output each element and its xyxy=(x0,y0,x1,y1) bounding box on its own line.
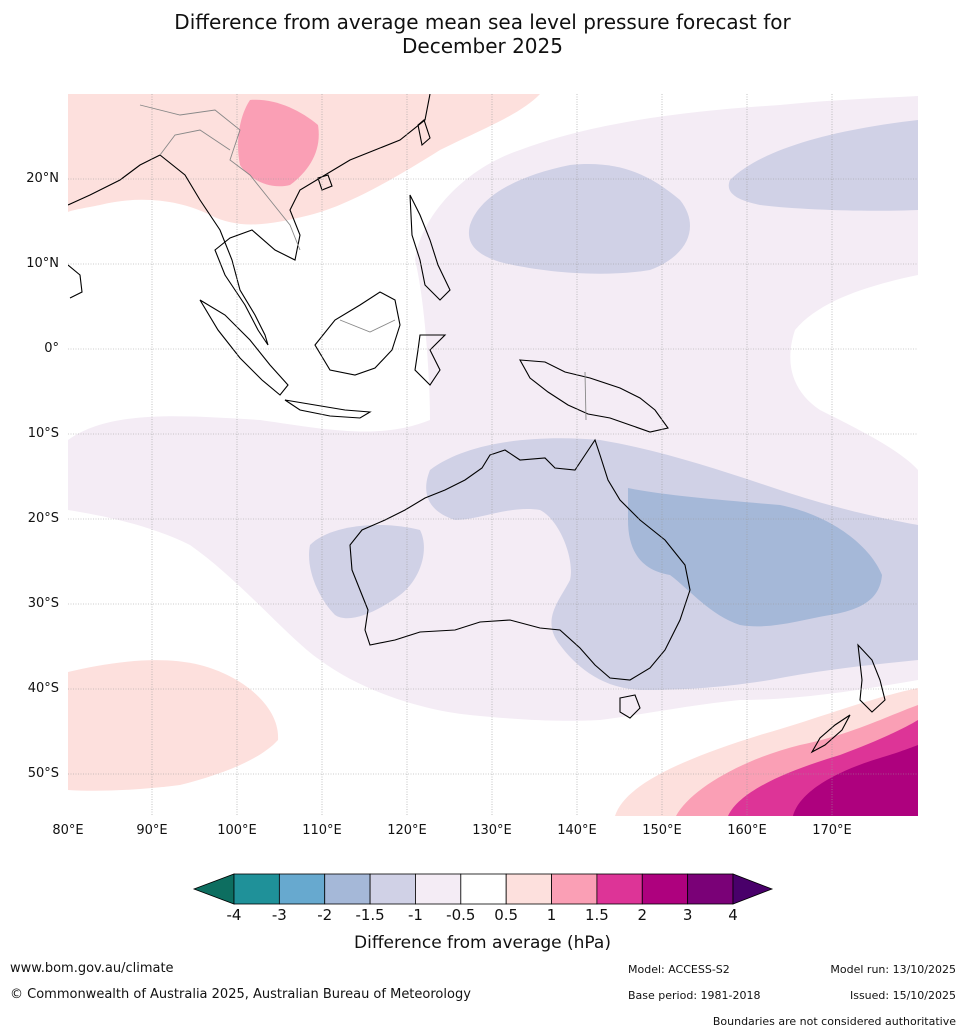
hainan-coastline xyxy=(317,174,333,191)
colorbar-swatch xyxy=(596,873,643,905)
anomaly-region-blue xyxy=(628,488,882,627)
colorbar-tick-label: 4 xyxy=(728,906,738,924)
colorbar-swatch xyxy=(460,873,507,905)
title-line-1: Difference from average mean sea level p… xyxy=(174,10,791,34)
copyright-text: © Commonwealth of Australia 2025, Austra… xyxy=(10,987,471,1002)
sulawesi-coastline xyxy=(414,334,447,386)
colorbar-swatch xyxy=(369,873,416,905)
boundaries-disclaimer: Boundaries are not considered authoritat… xyxy=(712,1015,956,1028)
anomaly-region-lavender-north xyxy=(468,164,690,274)
new-zealand-south-coastline xyxy=(810,714,851,754)
title-line-2: December 2025 xyxy=(402,34,563,58)
colorbar-tick-label: -3 xyxy=(271,906,287,924)
colorbar-swatch xyxy=(278,873,326,905)
anomaly-region-pink-north xyxy=(238,99,319,187)
lon-label: 130°E xyxy=(472,823,512,838)
mainland-asia-coastline xyxy=(68,94,431,346)
sri-lanka-coastline xyxy=(68,264,83,299)
colorbar-arrow-high xyxy=(732,873,774,905)
taiwan-coastline xyxy=(417,119,431,147)
lon-label: 170°E xyxy=(812,823,852,838)
lat-label: 30°S xyxy=(27,596,59,611)
colorbar-swatch xyxy=(415,873,462,905)
anomaly-region-lavender-northeast xyxy=(728,120,918,211)
lat-label: 20°N xyxy=(26,171,59,186)
borneo-coastline xyxy=(314,291,401,376)
base-period: Base period: 1981-2018 xyxy=(628,989,761,1002)
colorbar-tick-label: 2 xyxy=(637,906,648,924)
colorbar-tick-label: -1.5 xyxy=(355,906,385,924)
lon-label: 100°E xyxy=(217,823,257,838)
graticule xyxy=(68,94,918,816)
philippines-coastline xyxy=(409,194,451,301)
colorbar-tick-label: -0.5 xyxy=(446,906,476,924)
lon-label: 80°E xyxy=(52,823,84,838)
colorbar-swatch xyxy=(641,873,689,905)
colorbar-swatch xyxy=(505,873,552,905)
coastlines xyxy=(68,94,886,754)
lon-label: 90°E xyxy=(136,823,168,838)
anomaly-region-light-pink-southwest xyxy=(68,660,279,791)
colorbar-arrow-low xyxy=(192,873,235,905)
colorbar-tick-label: -4 xyxy=(226,906,242,924)
colorbar-tick-label: 1.5 xyxy=(584,906,609,924)
tasmania-coastline xyxy=(619,694,641,719)
model-run-date: Model run: 13/10/2025 xyxy=(830,963,956,976)
chart-title: Difference from average mean sea level p… xyxy=(0,10,965,58)
country-borders xyxy=(139,104,587,421)
java-coastline xyxy=(284,399,372,419)
anomaly-region-dark-magenta xyxy=(793,745,918,816)
lat-label: 20°S xyxy=(27,511,59,526)
colorbar-swatch xyxy=(687,873,734,905)
website-link[interactable]: www.bom.gov.au/climate xyxy=(10,961,174,976)
new-guinea-coastline xyxy=(519,359,669,433)
lon-label: 110°E xyxy=(302,823,342,838)
lat-label: 40°S xyxy=(27,681,59,696)
colorbar xyxy=(192,873,774,905)
lat-label: 0° xyxy=(44,341,59,356)
colorbar-swatch xyxy=(551,873,598,905)
lon-label: 140°E xyxy=(557,823,597,838)
colorbar-tick-label: 0.5 xyxy=(494,906,519,924)
colorbar-tick-label: 1 xyxy=(546,906,557,924)
lon-label: 160°E xyxy=(727,823,767,838)
australia-coastline xyxy=(349,438,691,681)
map-area xyxy=(68,94,918,816)
colorbar-label: Difference from average (hPa) xyxy=(354,933,611,953)
lon-label: 150°E xyxy=(642,823,682,838)
sumatra-coastline xyxy=(199,299,289,396)
colorbar-swatch xyxy=(233,873,280,905)
issued-date: Issued: 15/10/2025 xyxy=(849,989,956,1002)
colorbar-tick-label: 3 xyxy=(682,906,693,924)
lat-label: 50°S xyxy=(27,766,59,781)
colorbar-swatch xyxy=(324,873,371,905)
anomaly-region-lavender-west xyxy=(309,525,424,619)
colorbar-tick-label: -2 xyxy=(317,906,333,924)
lat-label: 10°N xyxy=(26,256,59,271)
new-zealand-north-coastline xyxy=(857,643,886,713)
model-name: Model: ACCESS-S2 xyxy=(628,963,730,976)
lat-label: 10°S xyxy=(27,426,59,441)
lon-label: 120°E xyxy=(387,823,427,838)
colorbar-tick-label: -1 xyxy=(407,906,423,924)
